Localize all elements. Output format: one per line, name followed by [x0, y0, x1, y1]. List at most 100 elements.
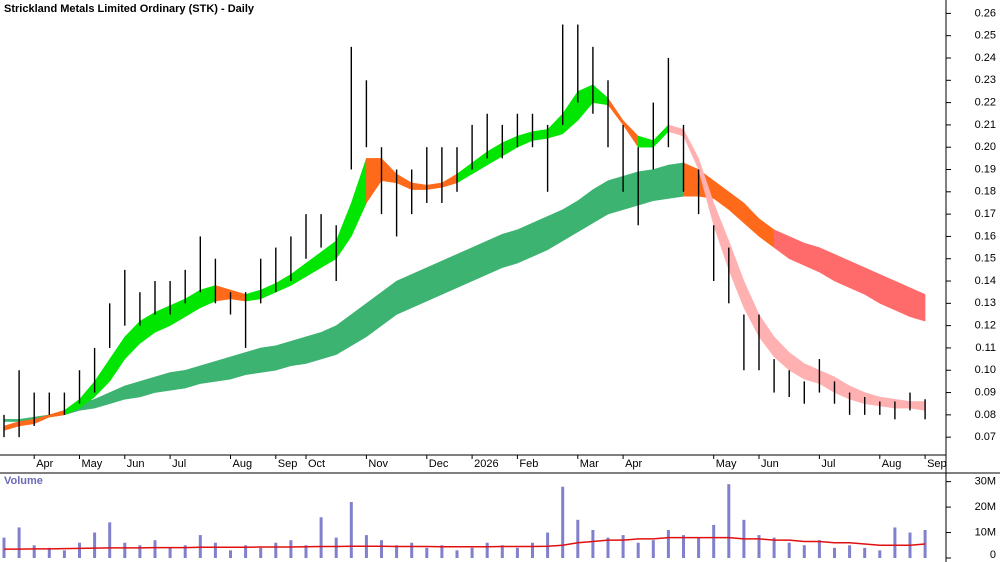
x-tick-label: May: [82, 458, 103, 470]
y-tick-label: 0.25: [975, 30, 996, 42]
x-tick-label: Sep: [278, 458, 298, 470]
volume-bar: [410, 542, 414, 558]
x-tick-label: Mar: [580, 458, 599, 470]
volume-bar: [168, 547, 172, 558]
band-segment: [486, 233, 503, 275]
x-tick-label: Aug: [233, 458, 253, 470]
volume-bar: [198, 535, 202, 558]
x-tick-label: Dec: [429, 458, 449, 470]
x-tick-label: Feb: [519, 458, 538, 470]
band-segment: [441, 253, 458, 295]
band-segment: [456, 247, 473, 289]
volume-bar: [47, 547, 51, 558]
band-segment: [426, 260, 443, 302]
y-tick-label: 0.13: [975, 297, 996, 309]
volume-bar: [863, 547, 867, 558]
x-tick-label: Sep: [927, 458, 947, 470]
volume-bar: [531, 542, 534, 558]
volume-bar: [621, 535, 625, 558]
volume-bar: [848, 545, 852, 558]
band-segment: [245, 347, 261, 375]
x-tick-label: 2026: [474, 458, 498, 470]
y-tick-label: 0.15: [975, 253, 996, 265]
volume-bar: [244, 545, 248, 558]
x-tick-label: Jun: [761, 458, 779, 470]
y-tick-label: 0.20: [975, 141, 996, 153]
volume-bar: [183, 545, 187, 558]
y-tick-label: 0.23: [975, 74, 996, 86]
volume-bar: [787, 542, 791, 558]
y-tick-label: 0.12: [975, 320, 996, 332]
chart-title: Strickland Metals Limited Ordinary (STK)…: [4, 3, 255, 15]
volume-bar: [78, 542, 81, 558]
y-tick-label: 10M: [975, 526, 996, 538]
band-segment: [290, 336, 307, 367]
y-tick-label: 0.18: [975, 186, 996, 198]
band-segment: [502, 229, 518, 268]
volume-bar: [455, 550, 459, 558]
y-tick-label: 0.24: [975, 52, 996, 64]
x-tick-label: Jul: [821, 458, 835, 470]
band-segment: [909, 287, 926, 322]
band-segment: [622, 171, 639, 210]
volume-bar: [697, 537, 701, 558]
volume-bar: [500, 545, 504, 558]
volume-bar: [380, 540, 383, 558]
volume-bar: [319, 517, 323, 558]
x-tick-label: Jun: [127, 458, 145, 470]
volume-bar: [682, 535, 685, 558]
y-tick-label: 0.14: [975, 275, 996, 287]
volume-bar: [229, 550, 232, 558]
volume-bar: [833, 547, 836, 558]
band-segment: [607, 175, 624, 215]
x-tick-label: Nov: [368, 458, 388, 470]
volume-bar: [636, 542, 640, 558]
volume-bar: [425, 547, 429, 558]
band-segment: [532, 215, 548, 257]
band-segment: [260, 345, 277, 373]
band-segment: [169, 369, 186, 391]
band-segment: [532, 129, 548, 141]
volume-bar: [93, 532, 97, 558]
volume-bar: [727, 484, 731, 558]
band-segment: [517, 222, 533, 264]
volume-bar: [138, 545, 142, 558]
volume-bar: [274, 542, 278, 558]
volume-bar: [772, 537, 776, 558]
x-tick-label: Apr: [36, 458, 53, 470]
volume-bar: [802, 545, 806, 558]
y-tick-label: 0.17: [975, 208, 996, 220]
y-tick-label: 30M: [975, 476, 996, 488]
volume-bar: [817, 540, 821, 558]
volume-bar: [289, 540, 293, 558]
y-tick-label: 0.08: [975, 409, 996, 421]
volume-bar: [259, 547, 263, 558]
volume-bar: [2, 537, 6, 558]
volume-bar: [395, 545, 399, 558]
volume-bar: [213, 542, 217, 558]
volume-bar: [17, 527, 21, 558]
average-line: [4, 536, 926, 550]
band-segment: [411, 267, 428, 309]
y-tick-label: 0: [990, 549, 996, 561]
volume-bar: [334, 537, 338, 558]
volume-bar: [470, 547, 474, 558]
volume-bar: [576, 519, 580, 558]
volume-bar: [561, 486, 565, 558]
y-tick-label: 0.21: [975, 119, 996, 131]
band-segment: [305, 331, 322, 364]
y-tick-label: 0.19: [975, 163, 996, 175]
y-tick-label: 0.26: [975, 7, 996, 19]
volume-bar: [878, 550, 882, 558]
volume-title: Volume: [4, 475, 43, 487]
x-tick-label: Oct: [308, 458, 325, 470]
volume-bar: [349, 502, 353, 558]
band-segment: [668, 162, 684, 199]
volume-bar: [651, 540, 655, 558]
volume-bar: [893, 527, 897, 558]
band-segment: [637, 169, 654, 206]
volume-bar: [62, 550, 66, 558]
volume-bar: [153, 540, 157, 558]
y-tick-label: 0.09: [975, 386, 996, 398]
